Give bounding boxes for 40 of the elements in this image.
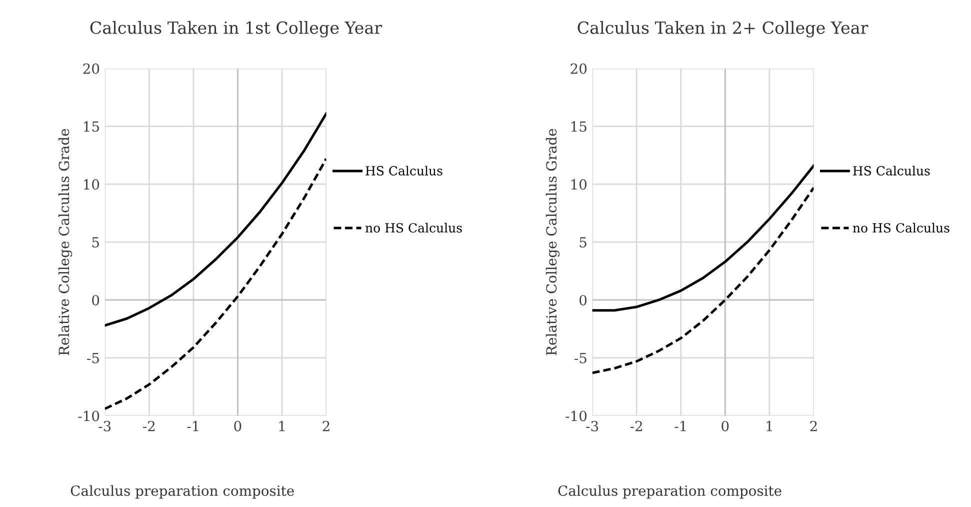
y-tick-label: 0 bbox=[92, 294, 100, 306]
chart-title: Calculus Taken in 2+ College Year bbox=[578, 21, 868, 38]
legend-label: no HS Calculus bbox=[365, 222, 462, 233]
y-tick-label: 5 bbox=[92, 237, 99, 248]
x-tick-label: 0 bbox=[234, 420, 242, 432]
y-tick-label: 20 bbox=[83, 63, 100, 74]
line-series bbox=[104, 112, 326, 327]
x-tick-label: -3 bbox=[586, 420, 598, 432]
y-tick-label: 15 bbox=[571, 121, 586, 132]
line-series bbox=[592, 186, 814, 374]
x-axis-title: Calculus preparation composite bbox=[558, 485, 782, 499]
x-axis-title: Calculus preparation composite bbox=[70, 485, 294, 499]
x-tick-label: 2 bbox=[810, 420, 817, 432]
x-tick-label: 1 bbox=[279, 420, 284, 432]
x-tick-label: -2 bbox=[630, 420, 642, 432]
legend-label: no HS Calculus bbox=[852, 222, 950, 233]
x-tick-label: 1 bbox=[766, 420, 772, 432]
chart-title: Calculus Taken in 1st College Year bbox=[90, 21, 382, 38]
y-tick-label: 5 bbox=[580, 237, 586, 248]
x-tick-label: 2 bbox=[322, 420, 330, 432]
y-tick-label: 15 bbox=[84, 121, 99, 132]
y-tick-label: -10 bbox=[566, 410, 587, 422]
y-tick-label: 20 bbox=[570, 63, 587, 74]
legend-label: HS Calculus bbox=[853, 166, 930, 176]
y-axis-title: Relative College Calculus Grade bbox=[58, 128, 72, 356]
x-tick-label: -3 bbox=[98, 420, 111, 432]
legend-label: HS Calculus bbox=[366, 166, 442, 176]
line-series bbox=[592, 164, 814, 312]
y-tick-label: 0 bbox=[580, 294, 587, 306]
x-tick-label: -1 bbox=[674, 420, 686, 432]
y-tick-label: 10 bbox=[571, 179, 587, 190]
y-tick-label: -5 bbox=[574, 353, 586, 364]
y-tick-label: -5 bbox=[87, 353, 99, 364]
y-axis-title: Relative College Calculus Grade bbox=[546, 128, 560, 356]
x-tick-label: -2 bbox=[142, 420, 155, 432]
line-series bbox=[104, 157, 326, 410]
y-tick-label: -10 bbox=[78, 410, 100, 422]
x-tick-label: -1 bbox=[187, 420, 198, 432]
x-tick-label: 0 bbox=[722, 420, 729, 432]
y-tick-label: 10 bbox=[84, 179, 100, 190]
